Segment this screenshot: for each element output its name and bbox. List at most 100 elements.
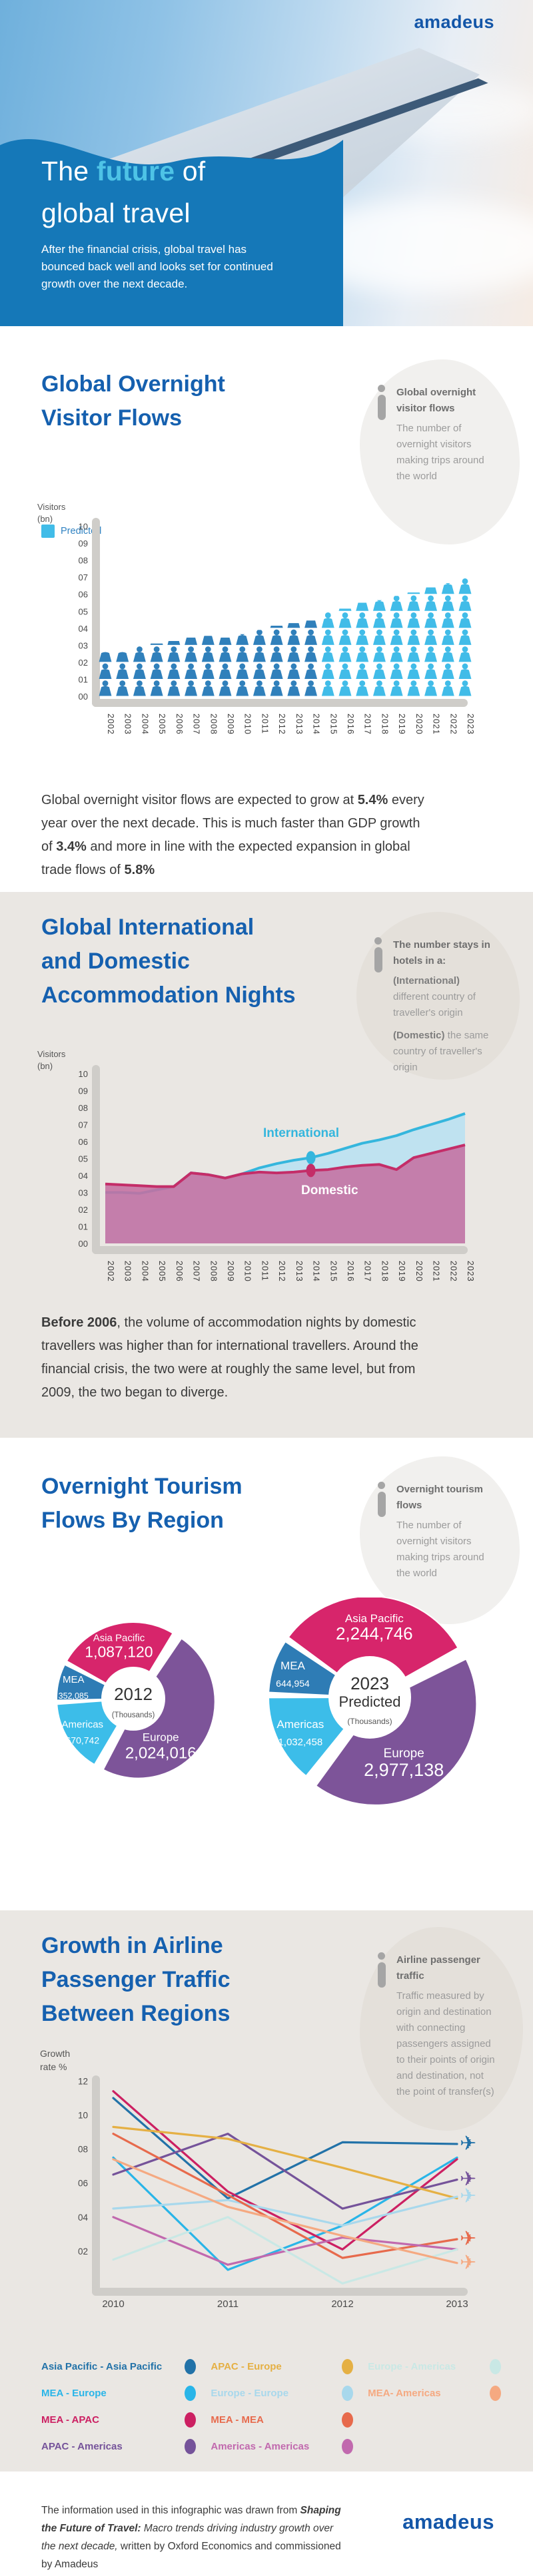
svg-text:08: 08 xyxy=(78,2145,88,2155)
svg-text:10: 10 xyxy=(79,522,88,532)
legend-swatch xyxy=(185,2359,197,2374)
legend-item: Americas - Americas xyxy=(211,2438,354,2456)
section-tourism-flows-by-region: Overnight Tourism Flows By Region Overnig… xyxy=(0,1438,533,1910)
svg-text:2006: 2006 xyxy=(175,1261,184,1282)
svg-text:Americas: Americas xyxy=(62,1719,104,1730)
svg-text:2022: 2022 xyxy=(448,1261,458,1282)
svg-text:02: 02 xyxy=(79,1205,88,1215)
svg-text:2,977,138: 2,977,138 xyxy=(364,1760,444,1780)
predicted-label: Predicted xyxy=(61,526,102,537)
legend-swatch xyxy=(342,2386,354,2401)
svg-text:2012: 2012 xyxy=(277,1261,286,1282)
svg-text:02: 02 xyxy=(79,658,88,668)
footer: The information used in this infographic… xyxy=(0,2471,533,2576)
svg-text:02: 02 xyxy=(78,2247,88,2256)
svg-text:Domestic: Domestic xyxy=(301,1183,358,1197)
svg-text:05: 05 xyxy=(79,1154,88,1164)
svg-text:2021: 2021 xyxy=(432,714,441,735)
svg-text:2023: 2023 xyxy=(466,714,475,735)
svg-text:MEA: MEA xyxy=(63,1674,85,1685)
svg-text:2,244,746: 2,244,746 xyxy=(336,1623,413,1643)
airline-traffic-legend: Asia Pacific - Asia Pacific MEA - Europe M… xyxy=(41,2358,501,2464)
section-paragraph: Before 2006, the volume of accommodation… xyxy=(41,1315,418,1400)
svg-text:2017: 2017 xyxy=(363,1261,372,1282)
legend-swatch xyxy=(185,2386,197,2401)
svg-text:09: 09 xyxy=(79,1086,88,1096)
svg-text:08: 08 xyxy=(79,556,88,566)
info-callout: Overnight tourism flows The number of ov… xyxy=(360,1456,520,1624)
svg-text:08: 08 xyxy=(79,1103,88,1113)
legend-swatch xyxy=(185,2412,197,2428)
visitor-flows-pictograph-chart: Visitors (bn) 10 09 08 07 06 05 04 03 02 01 00 2002 20… xyxy=(37,502,475,735)
legend-item: MEA- Americas xyxy=(368,2384,501,2402)
hero-header: amadeus The future of global travel Afte… xyxy=(0,0,533,326)
svg-text:10: 10 xyxy=(79,1069,88,1079)
svg-text:Asia Pacific: Asia Pacific xyxy=(345,1612,404,1625)
svg-text:Americas: Americas xyxy=(276,1718,324,1731)
svg-text:00: 00 xyxy=(79,692,88,702)
legend-item: MEA - MEA xyxy=(211,2411,354,2429)
svg-text:(Thousands): (Thousands) xyxy=(112,1711,155,1719)
legend-swatch xyxy=(342,2359,354,2374)
section-heading: Growth in Airline Passenger Traffic Betwee… xyxy=(41,1933,231,2026)
svg-text:2005: 2005 xyxy=(157,714,167,735)
svg-text:2014: 2014 xyxy=(312,714,321,735)
svg-text:2010: 2010 xyxy=(243,714,253,735)
svg-text:07: 07 xyxy=(79,572,88,582)
svg-text:Europe: Europe xyxy=(143,1731,179,1744)
svg-text:2002: 2002 xyxy=(106,1261,115,1282)
info-callout: Airline passenger traffic Traffic measur… xyxy=(360,1927,523,2131)
section-heading: Global Overnight Visitor Flows xyxy=(41,371,225,431)
svg-text:10: 10 xyxy=(78,2111,88,2121)
svg-text:03: 03 xyxy=(79,640,88,650)
svg-text:(Thousands): (Thousands) xyxy=(347,1717,392,1726)
svg-text:670,742: 670,742 xyxy=(66,1735,100,1745)
svg-text:2023: 2023 xyxy=(466,1261,475,1282)
info-callout: Global overnight visitor flows The numbe… xyxy=(360,359,520,544)
svg-text:12: 12 xyxy=(78,2076,88,2086)
svg-text:2011: 2011 xyxy=(217,2298,239,2310)
airplane-icon: ✈ xyxy=(460,2252,476,2274)
legend-swatch xyxy=(342,2439,354,2454)
svg-text:2003: 2003 xyxy=(123,714,133,735)
svg-text:2004: 2004 xyxy=(140,714,149,735)
svg-text:2017: 2017 xyxy=(363,714,372,735)
svg-text:2012: 2012 xyxy=(277,714,286,735)
svg-text:352,085: 352,085 xyxy=(59,1691,89,1701)
svg-text:Growth: Growth xyxy=(40,2048,70,2059)
svg-text:2023: 2023 xyxy=(350,1673,389,1693)
legend-item: Europe - Europe xyxy=(211,2384,354,2402)
svg-text:2013: 2013 xyxy=(294,1261,304,1282)
svg-text:2016: 2016 xyxy=(346,1261,355,1282)
section-heading: Global International and Domestic Accommod… xyxy=(41,915,296,1008)
svg-text:(bn): (bn) xyxy=(37,1061,53,1071)
title-panel-shape xyxy=(0,139,343,326)
svg-text:International: International xyxy=(263,1126,339,1140)
info-body: The number of overnight visitors making … xyxy=(396,423,484,482)
svg-text:2006: 2006 xyxy=(175,714,184,735)
svg-text:2004: 2004 xyxy=(140,1261,149,1282)
title-highlight: future xyxy=(96,156,175,186)
predicted-legend: Predicted xyxy=(41,525,101,538)
info-body: Traffic measured by origin and destinati… xyxy=(396,1990,495,2097)
svg-text:rate %: rate % xyxy=(40,2061,67,2072)
svg-text:Visitors: Visitors xyxy=(37,502,66,512)
page-subtitle: After the financial crisis, global trave… xyxy=(41,243,273,290)
svg-text:2005: 2005 xyxy=(157,1261,167,1282)
svg-text:2007: 2007 xyxy=(192,1261,201,1282)
svg-text:09: 09 xyxy=(79,538,88,548)
svg-text:06: 06 xyxy=(78,2179,88,2189)
section-airline-traffic: Growth in Airline Passenger Traffic Betwee… xyxy=(0,1910,533,2471)
legend-item: Europe - Americas xyxy=(368,2358,501,2376)
amadeus-logo: amadeus xyxy=(414,12,494,32)
svg-text:03: 03 xyxy=(79,1188,88,1198)
page-title: The future of global travel xyxy=(41,156,206,228)
svg-text:2011: 2011 xyxy=(260,714,269,734)
svg-text:04: 04 xyxy=(78,2213,89,2223)
svg-text:2018: 2018 xyxy=(380,1261,389,1282)
svg-text:2002: 2002 xyxy=(106,714,115,735)
info-title: Global overnight visitor flows xyxy=(396,387,476,414)
svg-text:Visitors: Visitors xyxy=(37,1049,66,1059)
svg-text:2008: 2008 xyxy=(209,1261,218,1282)
